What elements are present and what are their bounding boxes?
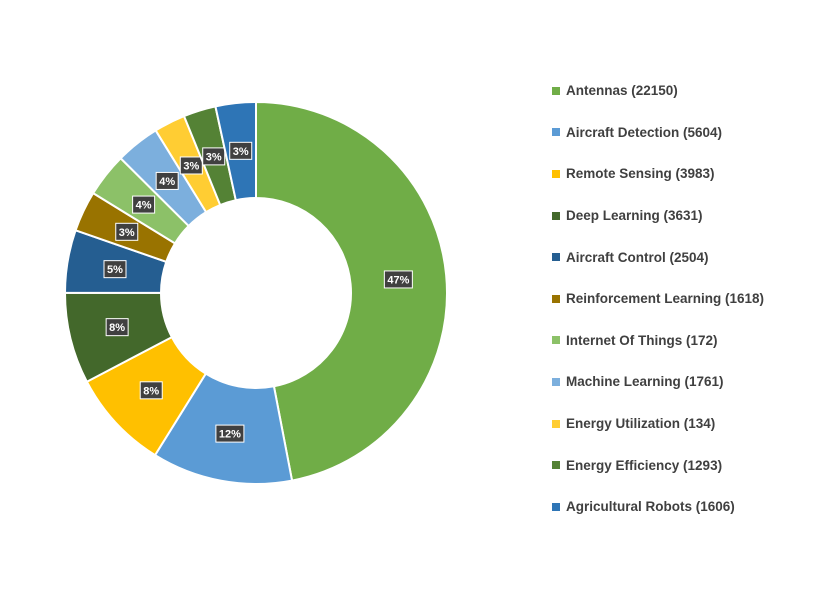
legend-swatch [552,169,560,178]
legend-swatch [552,294,560,303]
legend-swatch [552,128,560,137]
legend-label: Remote Sensing (3983) [566,166,715,182]
percent-label-box [202,147,226,166]
percent-label-text: 5% [107,264,123,276]
legend-label: Reinforcement Learning (1618) [566,291,765,307]
legend-swatch [552,86,560,95]
percent-label-text: 4% [136,200,152,212]
percent-label-text: 3% [119,227,135,239]
percent-label: 3% [179,156,203,175]
percent-label: 12% [215,424,245,443]
legend-swatch [552,211,560,220]
donut-svg: 47% 12% 8% 8% 5% 3% 4% 4% 3% 3% 3% [63,100,448,485]
percent-label-box [105,318,129,337]
percent-label-box [383,270,413,289]
legend-label: Aircraft Control (2504) [566,249,709,265]
legend-item: Deep Learning (3631) [552,195,822,237]
legend-swatch [552,377,560,386]
legend-label: Deep Learning (3631) [566,208,703,224]
legend-item: Machine Learning (1761) [552,361,822,403]
percent-label-box [115,222,139,241]
donut-slice [255,100,448,482]
legend-label: Agricultural Robots (1606) [566,499,735,515]
percent-label-box [132,195,156,214]
legend-label: Machine Learning (1761) [566,374,724,390]
legend-item: Remote Sensing (3983) [552,153,822,195]
legend-item: Internet Of Things (172) [552,320,822,362]
percent-label-text: 8% [143,385,159,397]
legend: Antennas (22150) Aircraft Detection (5604… [552,70,822,528]
percent-label-text: 3% [206,151,222,163]
legend-item: Energy Efficiency (1293) [552,444,822,486]
legend-label: Internet Of Things (172) [566,332,718,348]
percent-label-box [103,260,127,279]
legend-label: Antennas (22150) [566,83,678,99]
percent-label-text: 3% [233,146,249,158]
legend-item: Reinforcement Learning (1618) [552,278,822,320]
legend-swatch [552,253,560,262]
percent-label-text: 47% [387,274,409,286]
percent-label-box [215,424,245,443]
percent-label: 3% [202,147,226,166]
legend-swatch [552,502,560,511]
percent-label: 3% [115,222,139,241]
legend-item: Aircraft Detection (5604) [552,112,822,154]
legend-item: Agricultural Robots (1606) [552,486,822,528]
donut-chart: 47% 12% 8% 8% 5% 3% 4% 4% 3% 3% 3% [63,100,448,485]
percent-label-text: 4% [159,176,175,188]
percent-label: 5% [103,260,127,279]
percent-label-text: 8% [109,322,125,334]
legend-swatch [552,461,560,470]
percent-label: 47% [383,270,413,289]
percent-label: 8% [139,381,163,400]
legend-swatch [552,336,560,345]
percent-label: 3% [229,141,253,160]
percent-label-box [155,171,179,190]
percent-label: 4% [155,171,179,190]
percent-label-text: 3% [183,160,199,172]
legend-item: Antennas (22150) [552,70,822,112]
percent-label-box [179,156,203,175]
percent-label-text: 12% [219,429,241,441]
legend-label: Energy Utilization (134) [566,416,716,432]
legend-item: Energy Utilization (134) [552,403,822,445]
legend-label: Aircraft Detection (5604) [566,124,723,140]
percent-label: 8% [105,318,129,337]
legend-swatch [552,419,560,428]
percent-label-box [229,141,253,160]
legend-label: Energy Efficiency (1293) [566,457,723,473]
percent-label: 4% [132,195,156,214]
percent-label-box [139,381,163,400]
legend-item: Aircraft Control (2504) [552,236,822,278]
